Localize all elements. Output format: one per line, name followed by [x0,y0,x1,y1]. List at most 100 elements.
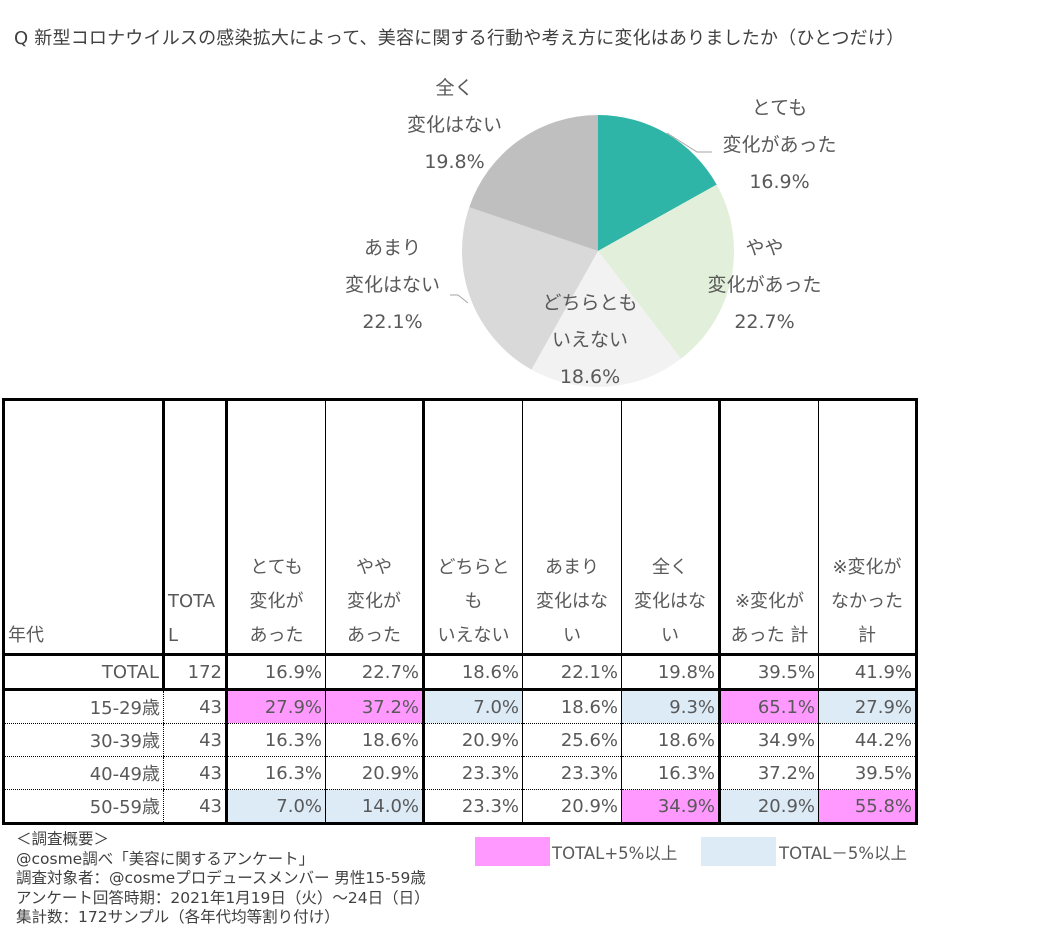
column-header-line: いえない [437,625,510,646]
legend-label-minus: TOTAL－5%以上 [779,844,908,863]
pie-label-0: とても 変化があった 16.9% [712,90,847,201]
value-cell: 44.2% [818,723,918,757]
column-header-line: 変化が [347,591,401,612]
notes-line: @cosme調べ「美容に関するアンケート」 [16,849,315,868]
pie-label-line: とても [751,97,808,119]
pie-slice-3 [462,207,598,370]
value-cell: 23.3% [522,756,622,790]
value-cell: 39.5% [718,653,819,691]
pie-label-line: 変化があった [707,274,822,296]
sample-count: 43 [163,789,227,825]
value-cell: 16.3% [225,756,326,790]
pie-label-1: やや 変化があった 22.7% [697,230,832,341]
value-cell: 20.9% [325,756,424,790]
leader-line-3 [450,294,469,304]
pie-value-label: 16.9% [749,171,810,193]
row-label: 40-49歳 [2,756,164,790]
table-row: 40-49歳 43 16.3% 20.9% 23.3% 23.3% 16.3% 37.2% 39… [2,756,918,790]
value-cell: 9.3% [621,689,720,724]
column-header-line: ※変化が [734,591,805,612]
column-header: ※変化があった 計 [718,398,819,655]
value-cell: 27.9% [225,689,326,724]
value-cell: 20.9% [522,789,622,825]
pie-label-3: あまり 変化はない 22.1% [330,230,455,341]
value-cell: 25.6% [522,723,622,757]
pie-label-2: どちらとも いえない 18.6% [525,285,655,396]
pie-label-line: 変化はない [344,274,440,296]
notes-line: 調査対象者：@cosmeプロデュースメンバー 男性15-59歳 [16,869,426,887]
pie-label-line: 変化があった [722,134,837,156]
value-cell: 16.3% [621,756,720,790]
value-cell: 34.9% [718,723,819,757]
crosstab-table: 年代 TOTA L とても 変化が あった やや 変化が あった どちらともいえない あまり 変化はな… [2,398,918,825]
header-row: 年代 TOTA L とても 変化が あった やや 変化が あった どちらともいえない あまり 変化はな… [2,398,918,655]
column-header-line: い [661,625,679,646]
leader-line-0 [666,132,712,153]
notes-line: アンケート回答時期：2021年1月19日（火）～24日（日） [16,888,430,907]
column-header: 年代 [2,398,164,655]
value-cell: 34.9% [621,789,720,825]
legend-swatch-minus [701,837,776,866]
column-header-line: も [464,591,483,612]
column-header-line: 変化はな [536,591,608,612]
column-header: やや 変化が あった [325,398,424,655]
pie-slice-2 [531,251,681,387]
pie-value-label: 19.8% [424,151,485,173]
value-cell: 18.6% [621,723,720,757]
value-cell: 22.7% [325,653,424,691]
pie-label-line: 全く [435,77,474,99]
legend-label-plus: TOTAL+5%以上 [552,844,678,863]
pie-label-4: 全く 変化はない 19.8% [392,70,517,181]
question-title: Q 新型コロナウイルスの感染拡大によって、美容に関する行動や考え方に変化はありま… [14,28,905,49]
pie-label-line: どちらとも [542,292,638,314]
value-cell: 7.0% [422,689,523,724]
value-cell: 41.9% [818,653,918,691]
value-cell: 20.9% [422,723,523,757]
survey-notes: ＜調査概要＞ @cosme調べ「美容に関するアンケート」 調査対象者：@cosm… [16,830,430,928]
notes-line: 集計数：172サンプル（各年代均等割り付け） [16,908,340,926]
pie-label-line: 変化はない [406,114,502,136]
column-header-line: なかった [831,591,903,612]
value-cell: 18.6% [325,723,424,757]
pie-label-line: やや [745,237,784,259]
pie-slice-1 [598,184,735,359]
column-header-line: ※変化が [832,557,902,578]
row-label: 50-59歳 [2,789,164,825]
column-header-line: 変化はな [634,591,706,612]
sample-count: 43 [163,689,227,724]
pie-slice-4 [469,115,598,251]
value-cell: 20.9% [718,789,819,825]
value-cell: 37.2% [718,756,819,790]
column-header-line: 変化が [249,591,304,612]
column-header-line: とても [250,557,303,578]
pie-label-line: いえない [551,329,628,351]
column-header: ※変化が なかった計 [818,398,918,655]
pie-slice-0 [598,115,717,251]
value-cell: 65.1% [718,689,819,724]
value-cell: 55.8% [818,789,918,825]
value-cell: 7.0% [225,789,326,825]
column-header: TOTA L [162,398,227,655]
value-cell: 23.3% [422,756,523,790]
legend-swatch-plus [475,837,550,866]
value-cell: 37.2% [325,689,424,724]
value-cell: 39.5% [818,756,918,790]
value-cell: 14.0% [325,789,424,825]
column-header: あまり 変化はない [522,398,622,655]
column-header-line: あった [347,625,401,646]
column-header-line: あまり [545,557,599,578]
table-row: TOTAL 172 16.9% 22.7% 18.6% 22.1% 19.8% 39.5% 41… [2,653,918,691]
pie-value-label: 22.1% [362,311,423,333]
value-cell: 18.6% [422,653,523,691]
value-cell: 18.6% [522,689,622,724]
value-cell: 27.9% [818,689,918,724]
table-row: 50-59歳 43 7.0% 14.0% 23.3% 20.9% 34.9% 20.9% 55.… [2,789,918,825]
row-label: 15-29歳 [2,689,164,724]
column-header-line: TOTA [168,591,216,612]
column-header: どちらともいえない [422,398,523,655]
column-header-line: あった [249,625,304,646]
sample-count: 43 [163,756,227,790]
column-header-line: あった 計 [730,625,809,646]
value-cell: 16.9% [225,653,326,691]
value-cell: 22.1% [522,653,622,691]
